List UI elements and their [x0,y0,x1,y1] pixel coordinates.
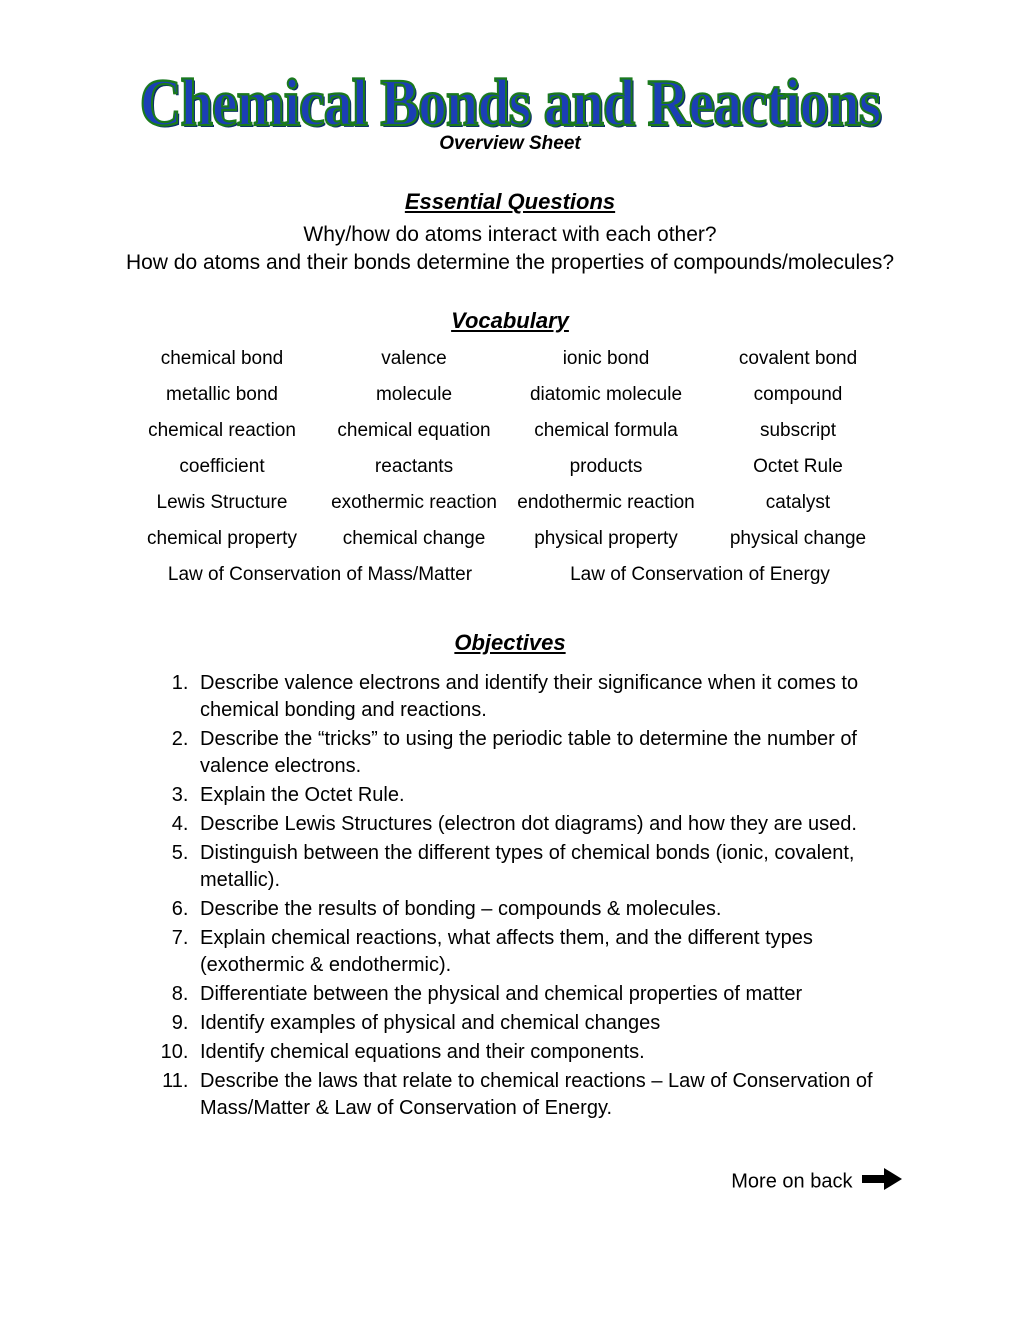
objective-item: Differentiate between the physical and c… [194,981,900,1008]
vocab-term: chemical equation [322,420,506,442]
vocab-term: chemical bond [130,348,314,370]
objectives-list: Describe valence electrons and identify … [110,670,910,1122]
title-wordart-text: Chemical Bonds and Reactions [140,77,881,130]
vocab-term: physical property [514,528,698,550]
objective-item: Describe the laws that relate to chemica… [194,1068,900,1122]
objective-item: Identify chemical equations and their co… [194,1039,900,1066]
vocab-term: subscript [706,420,890,442]
question-line: How do atoms and their bonds determine t… [110,249,910,277]
vocab-term: chemical reaction [130,420,314,442]
arrow-right-icon [862,1168,902,1196]
vocab-term: physical change [706,528,890,550]
vocab-term: chemical property [130,528,314,550]
essential-questions-heading: Essential Questions [110,189,910,215]
objectives-section: Objectives Describe valence electrons an… [110,630,910,1122]
objective-item: Describe the results of bonding – compou… [194,896,900,923]
vocabulary-heading: Vocabulary [110,308,910,334]
objective-item: Explain the Octet Rule. [194,782,900,809]
objectives-heading: Objectives [110,630,910,656]
vocabulary-laws-row: Law of Conservation of Mass/Matter Law o… [130,564,890,586]
objective-item: Describe valence electrons and identify … [194,670,900,724]
vocab-term: Octet Rule [706,456,890,478]
vocab-term: Law of Conservation of Energy [510,564,890,586]
vocab-term: Lewis Structure [130,492,314,514]
vocab-term: catalyst [706,492,890,514]
footer-text: More on back [731,1170,852,1192]
vocab-term: products [514,456,698,478]
vocab-term: covalent bond [706,348,890,370]
vocab-term: exothermic reaction [322,492,506,514]
vocab-term: reactants [322,456,506,478]
vocab-term: coefficient [130,456,314,478]
title-wordart: Chemical Bonds and Reactions [110,80,910,127]
vocab-term: Law of Conservation of Mass/Matter [130,564,510,586]
objective-item: Describe Lewis Structures (electron dot … [194,811,900,838]
worksheet-page: Chemical Bonds and Reactions Overview Sh… [0,0,1020,1236]
vocab-term: metallic bond [130,384,314,406]
objective-item: Distinguish between the different types … [194,840,900,894]
vocab-term: ionic bond [514,348,698,370]
vocab-term: chemical change [322,528,506,550]
vocab-term: diatomic molecule [514,384,698,406]
footer-more-on-back: More on back [110,1168,910,1196]
vocabulary-grid: chemical bond valence ionic bond covalen… [130,348,890,550]
vocab-term: endothermic reaction [514,492,698,514]
objective-item: Identify examples of physical and chemic… [194,1010,900,1037]
question-line: Why/how do atoms interact with each othe… [110,221,910,249]
vocab-term: chemical formula [514,420,698,442]
vocab-term: compound [706,384,890,406]
vocab-term: valence [322,348,506,370]
objective-item: Describe the “tricks” to using the perio… [194,726,900,780]
vocab-term: molecule [322,384,506,406]
essential-questions-body: Why/how do atoms interact with each othe… [110,221,910,278]
objective-item: Explain chemical reactions, what affects… [194,925,900,979]
